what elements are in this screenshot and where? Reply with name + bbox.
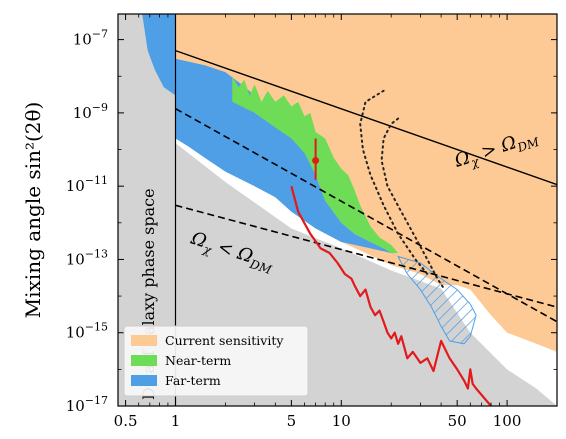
dotted-contour-1: [359, 89, 429, 275]
legend-swatch: [131, 335, 157, 346]
x-tick-label: 5: [287, 412, 297, 430]
omega-greater-label: Ωχ > ΩDM: [451, 125, 541, 175]
legend-label: Far-term: [165, 373, 221, 388]
x-tick-label: 50: [448, 412, 467, 430]
x-tick-label: 100: [493, 412, 522, 430]
data-point: [312, 157, 320, 165]
hatched-far-term-region: [397, 255, 477, 345]
y-tick-label: 10−17: [66, 394, 108, 415]
legend-label: Near-term: [165, 353, 231, 368]
relic-abundance-upper-dashed-line: [175, 108, 557, 323]
x-tick-label: 10: [332, 412, 351, 430]
red-constraint-curve: [290, 185, 492, 406]
y-tick-label: 10−15: [66, 321, 108, 342]
far-term-region: [142, 14, 399, 257]
dotted-contour-2: [380, 117, 446, 291]
legend: Current sensitivity Near-term Far-term: [123, 325, 309, 397]
y-tick-label: 10−13: [66, 247, 108, 268]
x-tick-label: 0.5: [114, 412, 138, 430]
y-tick-label: 10−7: [73, 28, 108, 49]
y-tick-label: 10−9: [73, 101, 108, 122]
relic-abundance-upper-line: [175, 49, 557, 186]
x-tick-label: 1: [171, 412, 181, 430]
y-tick-label: 10−11: [66, 174, 108, 195]
legend-box: [123, 325, 309, 397]
legend-swatch: [131, 375, 157, 386]
y-axis-title: Mixing angle sin²(2θ): [21, 102, 45, 319]
legend-swatch: [131, 355, 157, 366]
legend-label: Current sensitivity: [165, 333, 284, 348]
plot-frame: [117, 13, 558, 407]
